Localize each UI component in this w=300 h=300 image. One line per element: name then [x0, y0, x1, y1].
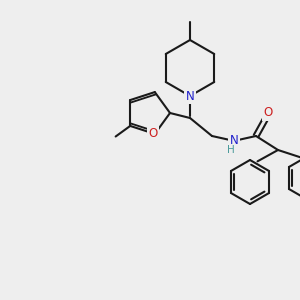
Text: O: O: [263, 106, 273, 119]
Text: N: N: [230, 134, 238, 146]
Text: N: N: [186, 89, 194, 103]
Text: H: H: [227, 145, 235, 155]
Text: O: O: [148, 128, 158, 140]
